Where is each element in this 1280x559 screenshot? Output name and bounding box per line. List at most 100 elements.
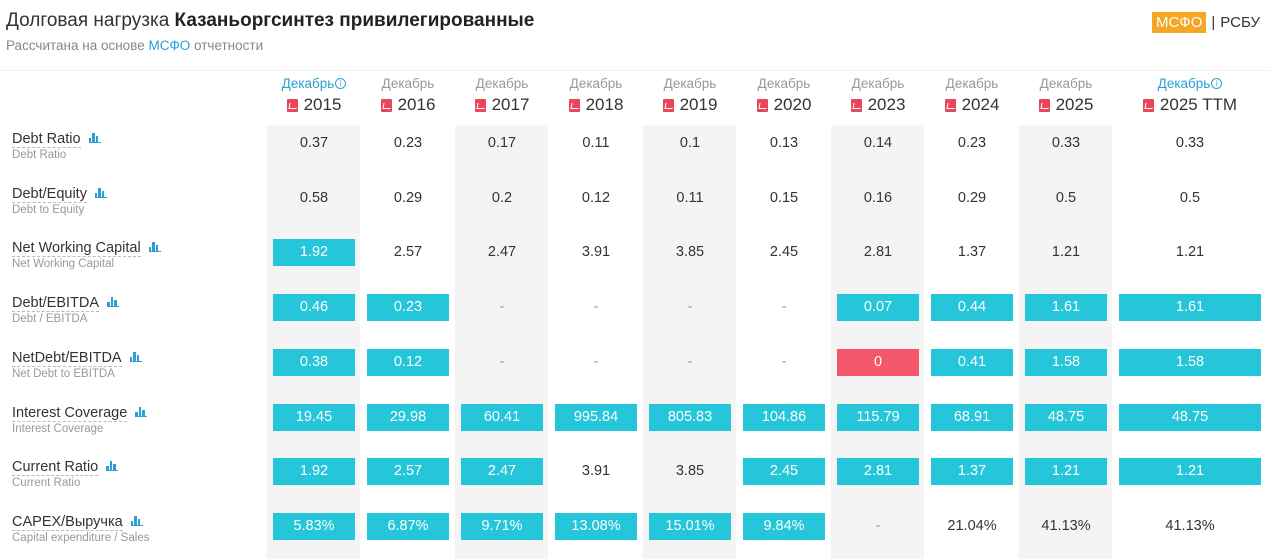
bar-chart-icon[interactable] (135, 406, 148, 417)
metric-name[interactable]: Debt/EBITDA (12, 295, 100, 313)
bar-chart-icon-bar (106, 466, 109, 472)
column-year-label: 2015 (303, 95, 342, 114)
row-name-line: Debt/Equity (12, 185, 107, 203)
column-header: Декабрь 2019 (643, 76, 737, 115)
column-year: 2018 (549, 95, 643, 115)
bar-chart-icon-bar (148, 247, 152, 253)
column-header: Декабрь i 2025 TTM (1113, 76, 1267, 115)
metric-subtitle: Debt to Equity (12, 203, 85, 216)
bar-chart-icon-bar (152, 242, 155, 253)
column-year: 2019 (643, 95, 737, 115)
value-cell: 0.12 (581, 189, 611, 206)
bar-chart-icon-bar (110, 297, 114, 308)
value-cell: 1.58 (1119, 348, 1261, 376)
value-cell: 5.83% (273, 512, 355, 540)
info-icon[interactable]: i (335, 78, 347, 89)
bar-chart-icon-bar (95, 136, 99, 143)
pdf-icon[interactable] (380, 98, 392, 112)
bar-chart-icon-bar (133, 351, 136, 362)
value-cell: 3.91 (581, 463, 611, 480)
subtitle-suffix: отчетности (194, 38, 264, 53)
metric-subtitle: Interest Coverage (12, 422, 104, 435)
pdf-icon[interactable] (850, 98, 862, 112)
value-cell: - (781, 353, 787, 370)
row-label: Debt/Equity Debt to Equity (12, 185, 107, 216)
bar-chart-icon[interactable] (129, 351, 142, 362)
value-cell: 1.21 (1175, 244, 1205, 261)
value-cell: 48.75 (1025, 403, 1107, 431)
column-year-label: 2018 (585, 95, 624, 114)
pdf-icon[interactable] (756, 98, 768, 112)
value-cell: 15.01% (649, 512, 731, 540)
value-cell: 9.71% (461, 512, 543, 540)
value-cell: 0.29 (957, 189, 987, 206)
header-divider (0, 70, 1270, 71)
bar-chart-icon-base (107, 306, 120, 308)
value-cell: 104.86 (743, 403, 825, 431)
value-cell: 805.83 (649, 403, 731, 431)
metric-name[interactable]: Debt/Equity (12, 185, 87, 203)
column-year-label: 2019 (679, 95, 718, 114)
value-cell: 0.44 (931, 294, 1013, 322)
value-cell: 1.21 (1025, 458, 1107, 486)
metric-name[interactable]: Interest Coverage (12, 404, 128, 422)
pdf-icon[interactable] (944, 98, 956, 112)
page-subtitle: Рассчитана на основе МСФО отчетности (6, 38, 263, 53)
row-label: CAPEX/Выручка Capital expenditure / Sales (12, 513, 149, 544)
metric-name[interactable]: Debt Ratio (12, 131, 81, 148)
pdf-icon[interactable] (662, 98, 674, 112)
standard-msfo-button[interactable]: МСФО (1151, 12, 1207, 33)
value-cell: 2.45 (769, 244, 799, 261)
column-stripe (267, 125, 360, 559)
bar-chart-icon[interactable] (148, 242, 161, 253)
value-cell: 0.5 (1055, 189, 1077, 206)
row-name-line: Net Working Capital (12, 239, 161, 258)
pdf-icon[interactable] (286, 98, 298, 112)
value-cell: 0.41 (931, 348, 1013, 376)
pdf-icon[interactable] (1142, 98, 1154, 112)
column-year: 2016 (361, 95, 455, 115)
bar-chart-icon[interactable] (88, 133, 101, 143)
value-cell: 3.91 (581, 244, 611, 261)
column-year: 2023 (831, 95, 925, 115)
bar-chart-icon[interactable] (130, 515, 143, 526)
column-header: Декабрь i 2015 (267, 76, 361, 115)
value-cell: 0.13 (769, 135, 799, 151)
title-prefix: Долговая нагрузка (6, 10, 170, 31)
bar-chart-icon[interactable] (94, 187, 107, 198)
row-name-line: Debt/EBITDA (12, 294, 120, 313)
row-name-line: Current Ratio (12, 458, 119, 477)
standard-rsbu-button[interactable]: РСБУ (1220, 14, 1260, 31)
value-cell: 0.58 (299, 189, 329, 206)
bar-chart-icon-bar (114, 300, 117, 308)
value-cell: 48.75 (1119, 403, 1261, 431)
bar-chart-icon[interactable] (107, 297, 120, 308)
metric-name[interactable]: Net Working Capital (12, 240, 141, 258)
value-cell: 0.14 (863, 135, 893, 151)
pdf-icon[interactable] (474, 98, 486, 112)
value-cell: 1.61 (1025, 294, 1107, 322)
value-cell: 21.04% (947, 517, 997, 534)
value-cell: - (687, 299, 693, 316)
metric-name[interactable]: NetDebt/EBITDA (12, 349, 122, 367)
subtitle-prefix: Рассчитана на основе (6, 38, 145, 53)
metric-name[interactable]: CAPEX/Выручка (12, 513, 123, 531)
info-icon[interactable]: i (1211, 78, 1223, 89)
bar-chart-icon-bar (136, 354, 140, 362)
pdf-icon[interactable] (568, 98, 580, 112)
value-cell: 0.33 (1051, 135, 1081, 151)
value-cell: 0.46 (273, 294, 355, 322)
value-cell: 13.08% (555, 512, 637, 540)
value-cell: - (593, 353, 599, 370)
pdf-icon[interactable] (1038, 98, 1050, 112)
column-stripe (1019, 125, 1112, 559)
column-year-label: 2017 (491, 95, 530, 114)
metric-name[interactable]: Current Ratio (12, 459, 99, 477)
value-cell: 0.15 (769, 189, 799, 206)
value-cell: 0.1 (679, 135, 701, 151)
bar-chart-icon-bar (109, 461, 113, 472)
row-name-line: Interest Coverage (12, 404, 148, 422)
bar-chart-icon[interactable] (106, 461, 119, 472)
value-cell: 1.58 (1025, 348, 1107, 376)
value-cell: 68.91 (931, 403, 1013, 431)
